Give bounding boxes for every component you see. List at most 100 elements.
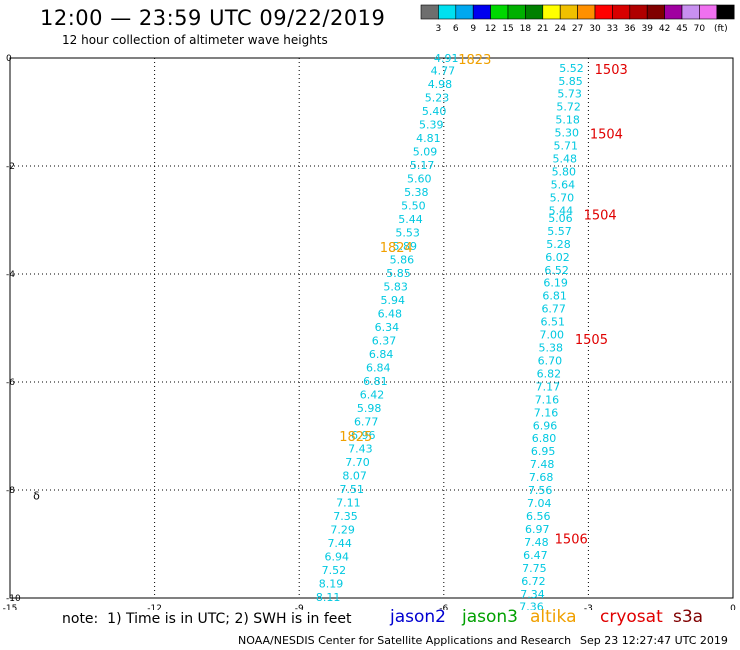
wave-height-point: 6.96 xyxy=(533,419,558,432)
wave-height-point: 6.94 xyxy=(325,551,350,564)
y-tick-label: -4 xyxy=(6,270,15,280)
colorbar-label: 12 xyxy=(485,24,496,34)
wave-height-point: 7.48 xyxy=(524,536,549,549)
wave-height-point: 7.00 xyxy=(540,329,565,342)
x-tick-label: 0 xyxy=(730,604,736,610)
chart-title: 12:00 — 23:59 UTC 09/22/2019 xyxy=(40,6,386,30)
x-tick-label: -15 xyxy=(3,604,18,610)
colorbar-label: 6 xyxy=(453,24,459,34)
x-tick-label: -12 xyxy=(147,604,162,610)
wave-height-point: 8.11 xyxy=(316,591,341,604)
pass-time-label: 1823 xyxy=(458,53,491,68)
wave-height-point: 7.68 xyxy=(529,471,554,484)
wave-height-point: 7.34 xyxy=(520,588,545,601)
y-tick-label: -2 xyxy=(6,162,15,172)
wave-height-point: 7.29 xyxy=(330,524,355,537)
wave-height-point: 5.57 xyxy=(547,225,572,238)
legend-jason3: jason3 xyxy=(462,607,518,627)
wave-height-point: 6.47 xyxy=(523,549,548,562)
wave-height-point: 5.50 xyxy=(401,200,426,213)
wave-height-point: 5.86 xyxy=(390,254,415,267)
wave-height-point: 6.81 xyxy=(363,375,388,388)
colorbar-label: 70 xyxy=(694,24,706,34)
wave-height-point: 7.75 xyxy=(522,562,547,575)
wave-height-point: 4.77 xyxy=(431,65,456,78)
wave-height-point: 5.39 xyxy=(419,119,444,132)
colorbar-label: 3 xyxy=(436,24,442,34)
pass-time-label: 1504 xyxy=(584,209,617,224)
wave-height-point: 7.56 xyxy=(528,484,553,497)
wave-height-point: 5.18 xyxy=(555,114,580,127)
colorbar-unit: (ft) xyxy=(714,24,728,34)
wave-height-point: 5.17 xyxy=(410,159,435,172)
wave-height-point: 7.44 xyxy=(327,537,352,550)
wave-height-point: 7.17 xyxy=(536,380,561,393)
wave-height-point: 6.48 xyxy=(378,308,403,321)
wave-height-point: 7.16 xyxy=(534,406,559,419)
wave-height-point: 7.04 xyxy=(527,497,552,510)
y-tick-label: 0 xyxy=(6,54,12,64)
wave-height-point: 5.60 xyxy=(407,173,432,186)
colorbar-label: 42 xyxy=(659,24,670,34)
y-tick-label: -8 xyxy=(6,486,15,496)
wave-height-point: 5.80 xyxy=(552,165,577,178)
wave-height-point: 6.84 xyxy=(369,348,394,361)
wave-height-point: 5.64 xyxy=(551,178,576,191)
wave-height-point: 6.56 xyxy=(526,510,551,523)
wave-height-point: 4.81 xyxy=(416,132,441,145)
legend-cryosat: cryosat xyxy=(600,607,663,627)
pass-time-label: 1505 xyxy=(575,333,608,348)
wave-height-point: 6.84 xyxy=(366,362,391,375)
wave-height-point: 5.23 xyxy=(425,92,450,105)
colorbar-label: 15 xyxy=(502,24,513,34)
wave-height-point: 6.81 xyxy=(542,290,567,303)
wave-height-point: 5.40 xyxy=(422,105,447,118)
wave-height-point: 6.95 xyxy=(531,445,556,458)
wave-height-point: 4.91 xyxy=(434,52,459,65)
wave-height-point: 6.77 xyxy=(541,303,566,316)
wave-height-point: 6.72 xyxy=(521,575,546,588)
footnote: note: 1) Time is in UTC; 2) SWH is in fe… xyxy=(62,611,352,627)
y-tick-label: -10 xyxy=(6,594,21,604)
legend-jason2: jason2 xyxy=(390,607,446,627)
wave-height-point: 6.82 xyxy=(537,367,562,380)
wave-height-point: 7.11 xyxy=(336,497,361,510)
pass-time-label: 1825 xyxy=(339,430,372,445)
wave-height-point: 7.36 xyxy=(519,601,544,610)
wave-height-point: 7.51 xyxy=(339,483,364,496)
wave-height-point: 6.51 xyxy=(540,316,565,329)
wave-height-point: 5.48 xyxy=(553,153,578,166)
colorbar-label: 24 xyxy=(554,24,566,34)
colorbar-label: 39 xyxy=(641,24,653,34)
colorbar-label: 27 xyxy=(572,24,583,34)
wave-height-point: 6.77 xyxy=(354,416,379,429)
wave-height-point: 5.70 xyxy=(550,191,575,204)
wave-height-point: 7.43 xyxy=(348,443,373,456)
pass-time-label: 1506 xyxy=(555,533,588,548)
wave-height-point: 6.97 xyxy=(525,523,550,536)
wave-height-point: 5.52 xyxy=(559,62,584,75)
y-tick-label: -6 xyxy=(6,378,15,388)
wave-height-point: 8.19 xyxy=(319,578,344,591)
pass-time-label: 1503 xyxy=(595,63,628,78)
wave-height-point: 5.28 xyxy=(546,238,571,251)
colorbar-label: 36 xyxy=(624,24,636,34)
colorbar-label: 9 xyxy=(470,24,476,34)
wave-height-point: 5.38 xyxy=(404,186,429,199)
chart-subtitle: 12 hour collection of altimeter wave hei… xyxy=(62,33,328,47)
wave-height-point: 6.37 xyxy=(372,335,397,348)
wave-height-point: 5.44 xyxy=(549,204,574,217)
wave-height-point: 6.80 xyxy=(532,432,557,445)
x-tick-label: -6 xyxy=(439,604,448,610)
plot-area: -15 -12 -9 -6 -3 00-2-4-6-8-104.914.774.985.2… xyxy=(3,52,736,610)
wave-height-point: 5.06 xyxy=(548,212,573,225)
wave-height-point: 7.35 xyxy=(333,510,358,523)
colorbar-label: 30 xyxy=(589,24,601,34)
wave-height-point: 6.96 xyxy=(351,429,376,442)
wave-height-point: 5.09 xyxy=(413,146,438,159)
wave-height-point: 5.38 xyxy=(539,342,564,355)
wave-height-point: 5.94 xyxy=(380,294,405,307)
credit-line: NOAA/NESDIS Center for Satellite Applica… xyxy=(238,634,572,647)
wave-height-point: 6.70 xyxy=(538,354,563,367)
wave-height-point: 6.52 xyxy=(544,264,569,277)
